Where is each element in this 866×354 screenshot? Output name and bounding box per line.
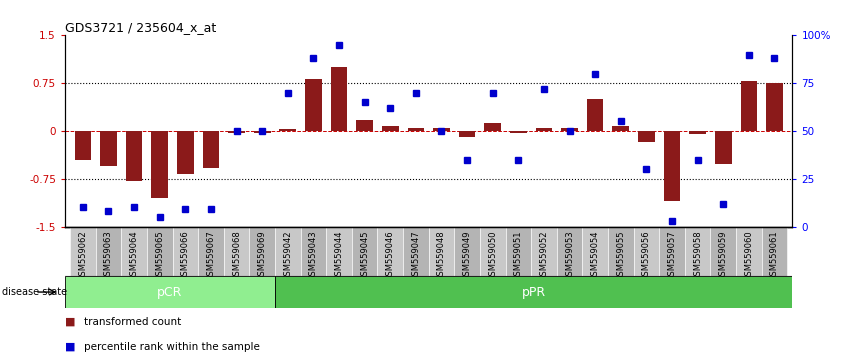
Bar — [612, 126, 629, 131]
Bar — [455, 227, 480, 276]
Bar — [480, 227, 506, 276]
Bar — [408, 128, 424, 131]
Text: GSM559068: GSM559068 — [232, 230, 241, 281]
Text: GSM559069: GSM559069 — [258, 230, 267, 281]
Bar — [100, 131, 117, 166]
Text: GSM559049: GSM559049 — [462, 230, 472, 281]
Bar — [710, 227, 736, 276]
Bar — [95, 227, 121, 276]
Text: GSM559058: GSM559058 — [693, 230, 702, 281]
Bar — [147, 227, 172, 276]
Text: ■: ■ — [65, 342, 75, 352]
Bar — [663, 131, 681, 201]
Text: percentile rank within the sample: percentile rank within the sample — [84, 342, 260, 352]
Bar — [535, 128, 553, 131]
Bar — [582, 227, 608, 276]
Bar — [65, 276, 275, 308]
Text: GSM559056: GSM559056 — [642, 230, 651, 281]
Bar — [356, 120, 373, 131]
Text: GSM559048: GSM559048 — [437, 230, 446, 281]
Text: GSM559047: GSM559047 — [411, 230, 420, 281]
Text: GSM559063: GSM559063 — [104, 230, 113, 281]
Bar — [557, 227, 582, 276]
Text: GSM559043: GSM559043 — [309, 230, 318, 281]
Text: GSM559055: GSM559055 — [617, 230, 625, 281]
Text: GSM559057: GSM559057 — [668, 230, 676, 281]
Bar — [429, 227, 455, 276]
Bar — [331, 67, 347, 131]
Bar — [762, 227, 787, 276]
Text: GSM559064: GSM559064 — [130, 230, 139, 281]
Text: disease state: disease state — [2, 287, 67, 297]
Bar — [198, 227, 223, 276]
Bar — [608, 227, 634, 276]
Text: pPR: pPR — [521, 286, 546, 298]
Text: GSM559065: GSM559065 — [155, 230, 165, 281]
Bar — [152, 131, 168, 198]
Text: GSM559067: GSM559067 — [206, 230, 216, 281]
Bar — [280, 129, 296, 131]
Bar — [126, 131, 142, 181]
Bar — [659, 227, 685, 276]
Text: GSM559061: GSM559061 — [770, 230, 779, 281]
Bar — [638, 131, 655, 142]
Bar — [121, 227, 147, 276]
Bar — [177, 131, 194, 174]
Text: GSM559059: GSM559059 — [719, 230, 727, 281]
Bar — [634, 227, 659, 276]
Bar — [254, 131, 270, 133]
Bar — [587, 99, 604, 131]
Text: GSM559045: GSM559045 — [360, 230, 369, 281]
Bar — [715, 131, 732, 164]
Text: GSM559050: GSM559050 — [488, 230, 497, 281]
Bar — [531, 227, 557, 276]
Text: GSM559042: GSM559042 — [283, 230, 293, 281]
Bar — [249, 227, 275, 276]
Bar — [172, 227, 198, 276]
Text: transformed count: transformed count — [84, 317, 181, 327]
Text: GSM559062: GSM559062 — [79, 230, 87, 281]
Text: GSM559046: GSM559046 — [385, 230, 395, 281]
Bar — [510, 131, 527, 133]
Text: pCR: pCR — [158, 286, 183, 298]
Bar — [382, 126, 398, 131]
Bar — [223, 227, 249, 276]
Bar — [766, 83, 783, 131]
Bar — [352, 227, 378, 276]
Bar — [484, 123, 501, 131]
Bar — [70, 227, 95, 276]
Text: GSM559053: GSM559053 — [565, 230, 574, 281]
Bar — [378, 227, 403, 276]
Bar — [203, 131, 219, 168]
Text: GSM559054: GSM559054 — [591, 230, 599, 281]
Text: GSM559052: GSM559052 — [540, 230, 548, 281]
Bar — [275, 276, 792, 308]
Bar — [74, 131, 91, 160]
Bar — [561, 128, 578, 131]
Bar — [740, 81, 757, 131]
Bar — [403, 227, 429, 276]
Text: GSM559060: GSM559060 — [745, 230, 753, 281]
Text: GSM559051: GSM559051 — [514, 230, 523, 281]
Bar — [433, 128, 449, 131]
Bar — [506, 227, 531, 276]
Bar — [459, 131, 475, 137]
Bar — [301, 227, 326, 276]
Bar — [275, 227, 301, 276]
Bar — [685, 227, 710, 276]
Text: ■: ■ — [65, 317, 75, 327]
Text: GSM559066: GSM559066 — [181, 230, 190, 281]
Bar — [736, 227, 762, 276]
Bar — [229, 131, 245, 133]
Bar — [689, 131, 706, 134]
Text: GSM559044: GSM559044 — [334, 230, 344, 281]
Text: GDS3721 / 235604_x_at: GDS3721 / 235604_x_at — [65, 21, 216, 34]
Bar — [305, 79, 322, 131]
Bar — [326, 227, 352, 276]
